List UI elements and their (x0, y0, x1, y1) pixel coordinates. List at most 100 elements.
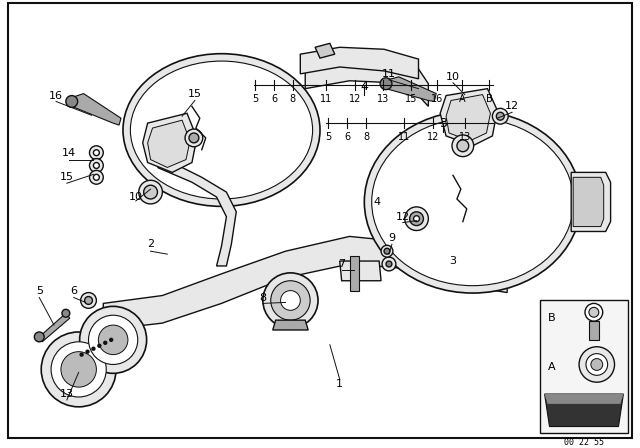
Circle shape (263, 273, 318, 328)
Text: 15: 15 (188, 89, 202, 99)
Text: 5: 5 (36, 285, 43, 296)
Circle shape (92, 347, 95, 350)
Text: B: B (486, 94, 492, 104)
Circle shape (81, 293, 97, 308)
Text: 8: 8 (259, 293, 266, 303)
Text: 11: 11 (382, 69, 396, 79)
Polygon shape (349, 256, 360, 291)
Circle shape (84, 297, 92, 304)
Circle shape (41, 332, 116, 407)
Circle shape (139, 180, 163, 204)
Text: 12: 12 (396, 212, 410, 222)
Text: 5: 5 (325, 132, 332, 142)
Text: 1: 1 (336, 379, 343, 389)
Text: 6: 6 (70, 285, 77, 296)
Polygon shape (305, 59, 428, 106)
Bar (540, 301, 628, 433)
Circle shape (280, 291, 300, 310)
Polygon shape (340, 261, 381, 281)
Circle shape (66, 95, 77, 108)
Circle shape (143, 185, 157, 199)
Circle shape (413, 216, 419, 222)
Polygon shape (545, 394, 623, 404)
Ellipse shape (372, 118, 573, 286)
Polygon shape (440, 89, 497, 146)
Text: 9: 9 (388, 233, 396, 243)
Circle shape (88, 315, 138, 365)
Text: 10: 10 (129, 192, 143, 202)
Text: 12: 12 (428, 132, 440, 142)
Polygon shape (315, 43, 335, 58)
Circle shape (497, 112, 504, 120)
Text: 14: 14 (61, 148, 76, 158)
Circle shape (109, 338, 113, 341)
Polygon shape (573, 177, 604, 227)
Circle shape (591, 358, 603, 370)
Text: 10: 10 (446, 72, 460, 82)
Text: 16: 16 (431, 94, 443, 104)
Ellipse shape (364, 111, 581, 293)
Circle shape (104, 341, 107, 344)
Polygon shape (571, 172, 611, 232)
Text: 3: 3 (439, 117, 447, 130)
Ellipse shape (123, 54, 320, 207)
Circle shape (86, 350, 89, 353)
Polygon shape (446, 95, 490, 141)
Circle shape (410, 212, 424, 226)
Circle shape (404, 207, 428, 231)
Circle shape (384, 248, 390, 254)
Circle shape (51, 342, 106, 397)
Text: 5: 5 (252, 94, 258, 104)
Circle shape (381, 246, 393, 257)
Circle shape (185, 129, 203, 147)
Text: B: B (548, 313, 555, 323)
Circle shape (579, 347, 614, 382)
Circle shape (98, 344, 101, 347)
Polygon shape (157, 163, 236, 266)
Circle shape (80, 353, 83, 356)
Text: 16: 16 (49, 90, 63, 100)
Circle shape (61, 352, 97, 387)
Text: 2: 2 (147, 239, 154, 249)
Text: 11: 11 (320, 94, 332, 104)
Circle shape (457, 140, 468, 152)
Polygon shape (148, 120, 190, 168)
Text: 3: 3 (449, 256, 456, 266)
Text: 8: 8 (290, 94, 296, 104)
Circle shape (35, 332, 44, 342)
Text: 00 22 55: 00 22 55 (564, 438, 604, 448)
Circle shape (93, 174, 99, 180)
Ellipse shape (131, 61, 312, 199)
Polygon shape (69, 94, 121, 125)
Circle shape (93, 150, 99, 155)
Circle shape (93, 163, 99, 168)
Text: A: A (458, 94, 465, 104)
Text: 12: 12 (505, 101, 519, 112)
Circle shape (90, 170, 103, 184)
Circle shape (492, 108, 508, 124)
Circle shape (380, 78, 392, 90)
Circle shape (586, 353, 607, 375)
Polygon shape (103, 237, 507, 330)
Circle shape (99, 325, 128, 355)
Circle shape (382, 257, 396, 271)
Text: 8: 8 (363, 132, 369, 142)
Polygon shape (300, 47, 419, 79)
Circle shape (386, 261, 392, 267)
Text: 12: 12 (349, 94, 361, 104)
Polygon shape (273, 320, 308, 330)
Text: 6: 6 (271, 94, 277, 104)
Circle shape (90, 159, 103, 172)
Polygon shape (39, 313, 70, 342)
Circle shape (90, 146, 103, 159)
Text: 15: 15 (60, 172, 74, 182)
Polygon shape (384, 77, 436, 101)
Text: 4: 4 (374, 197, 381, 207)
Polygon shape (545, 394, 623, 426)
Text: 11: 11 (397, 132, 410, 142)
Text: 13: 13 (377, 94, 389, 104)
Polygon shape (589, 321, 599, 340)
Text: 7: 7 (338, 259, 345, 269)
Text: 13: 13 (60, 389, 74, 399)
Text: 6: 6 (344, 132, 350, 142)
